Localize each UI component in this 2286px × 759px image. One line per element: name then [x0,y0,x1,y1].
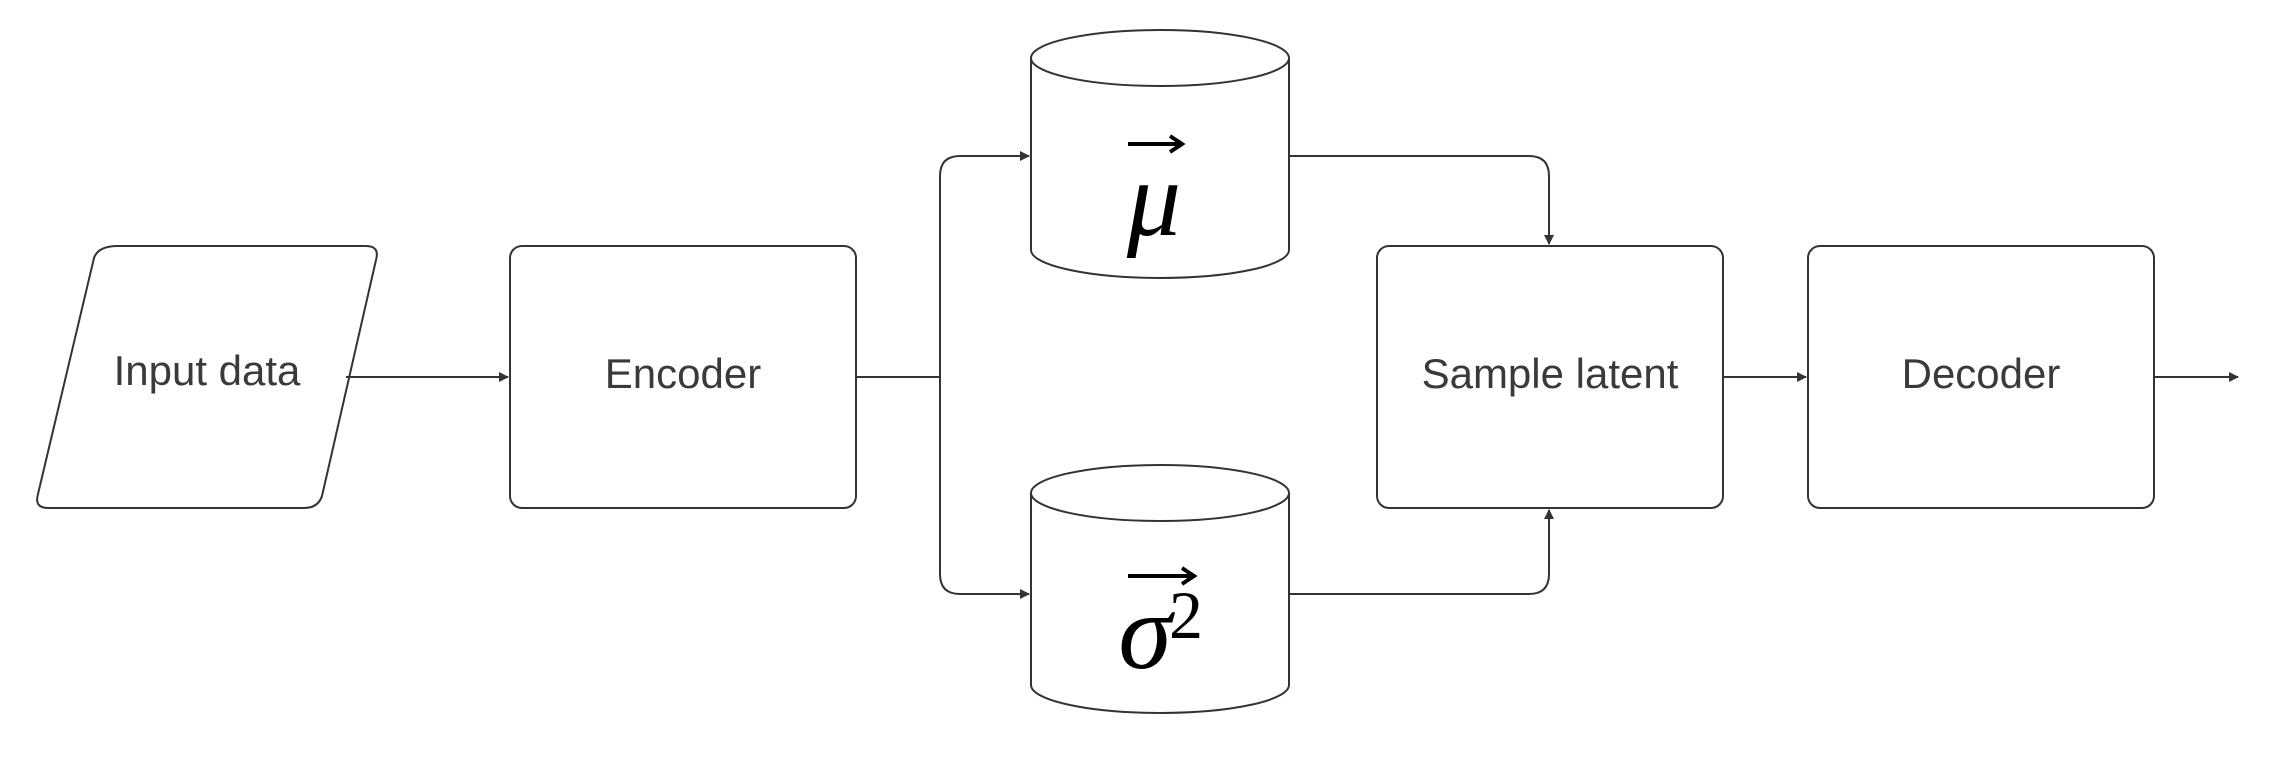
sigma-text: σ [1118,573,1175,692]
connectors [346,151,2239,599]
input-data-node: Input data [36,245,378,509]
encoder-label: Encoder [605,350,761,397]
sample-latent-label: Sample latent [1422,350,1679,397]
sample-latent-node: Sample latent [1376,245,1724,509]
arrow-mu-to-sample [1289,155,1554,245]
input-data-label: Input data [114,347,301,394]
sigma-symbol: σ 2 [1118,566,1203,692]
decoder-node: Decoder [1807,245,2155,509]
mu-cylinder: μ [1030,29,1290,279]
sigma-exponent: 2 [1169,577,1203,653]
mu-symbol: μ [1126,134,1186,259]
arrow-sigma-to-sample [1289,509,1554,595]
mu-text: μ [1126,140,1181,259]
encoder-node: Encoder [509,245,857,509]
sigma-cylinder: σ 2 [1030,464,1290,714]
arrow-encoder-to-mu [939,151,1030,377]
decoder-label: Decoder [1902,350,2061,397]
arrow-encoder-to-sigma [939,377,1030,599]
